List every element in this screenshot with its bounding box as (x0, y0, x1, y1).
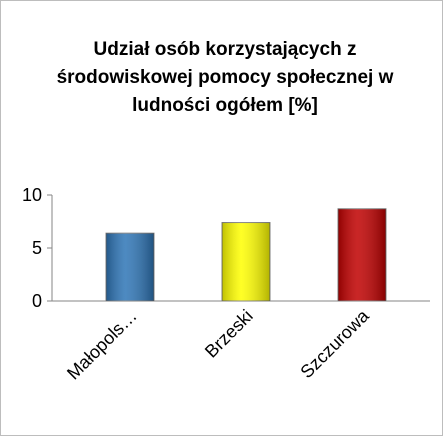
bar-shade (222, 222, 270, 301)
chart-title: Udział osób korzystających z środowiskow… (56, 39, 394, 116)
y-tick-label: 0 (32, 291, 42, 311)
y-tick-label: 10 (22, 185, 42, 205)
y-tick-label: 5 (32, 238, 42, 258)
bar-shade (106, 233, 154, 301)
x-tick-label: Brzeski (201, 306, 257, 362)
x-tick-label: Szczurowa (296, 305, 373, 382)
x-tick-label: Małopols… (63, 306, 141, 384)
bar-shade (338, 208, 386, 301)
